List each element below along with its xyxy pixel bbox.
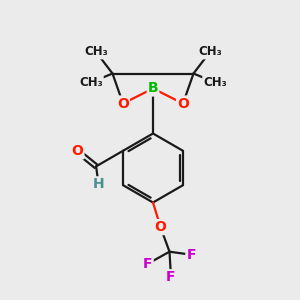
Text: CH₃: CH₃ [79, 76, 103, 89]
Text: CH₃: CH₃ [198, 45, 222, 58]
Text: F: F [186, 248, 196, 262]
Text: F: F [143, 257, 153, 271]
Text: O: O [72, 144, 83, 158]
Text: O: O [117, 97, 129, 110]
Text: CH₃: CH₃ [203, 76, 227, 89]
Text: B: B [148, 82, 158, 95]
Text: O: O [177, 97, 189, 110]
Text: H: H [93, 177, 104, 191]
Text: F: F [166, 270, 176, 284]
Text: CH₃: CH₃ [84, 45, 108, 58]
Text: O: O [154, 220, 166, 234]
